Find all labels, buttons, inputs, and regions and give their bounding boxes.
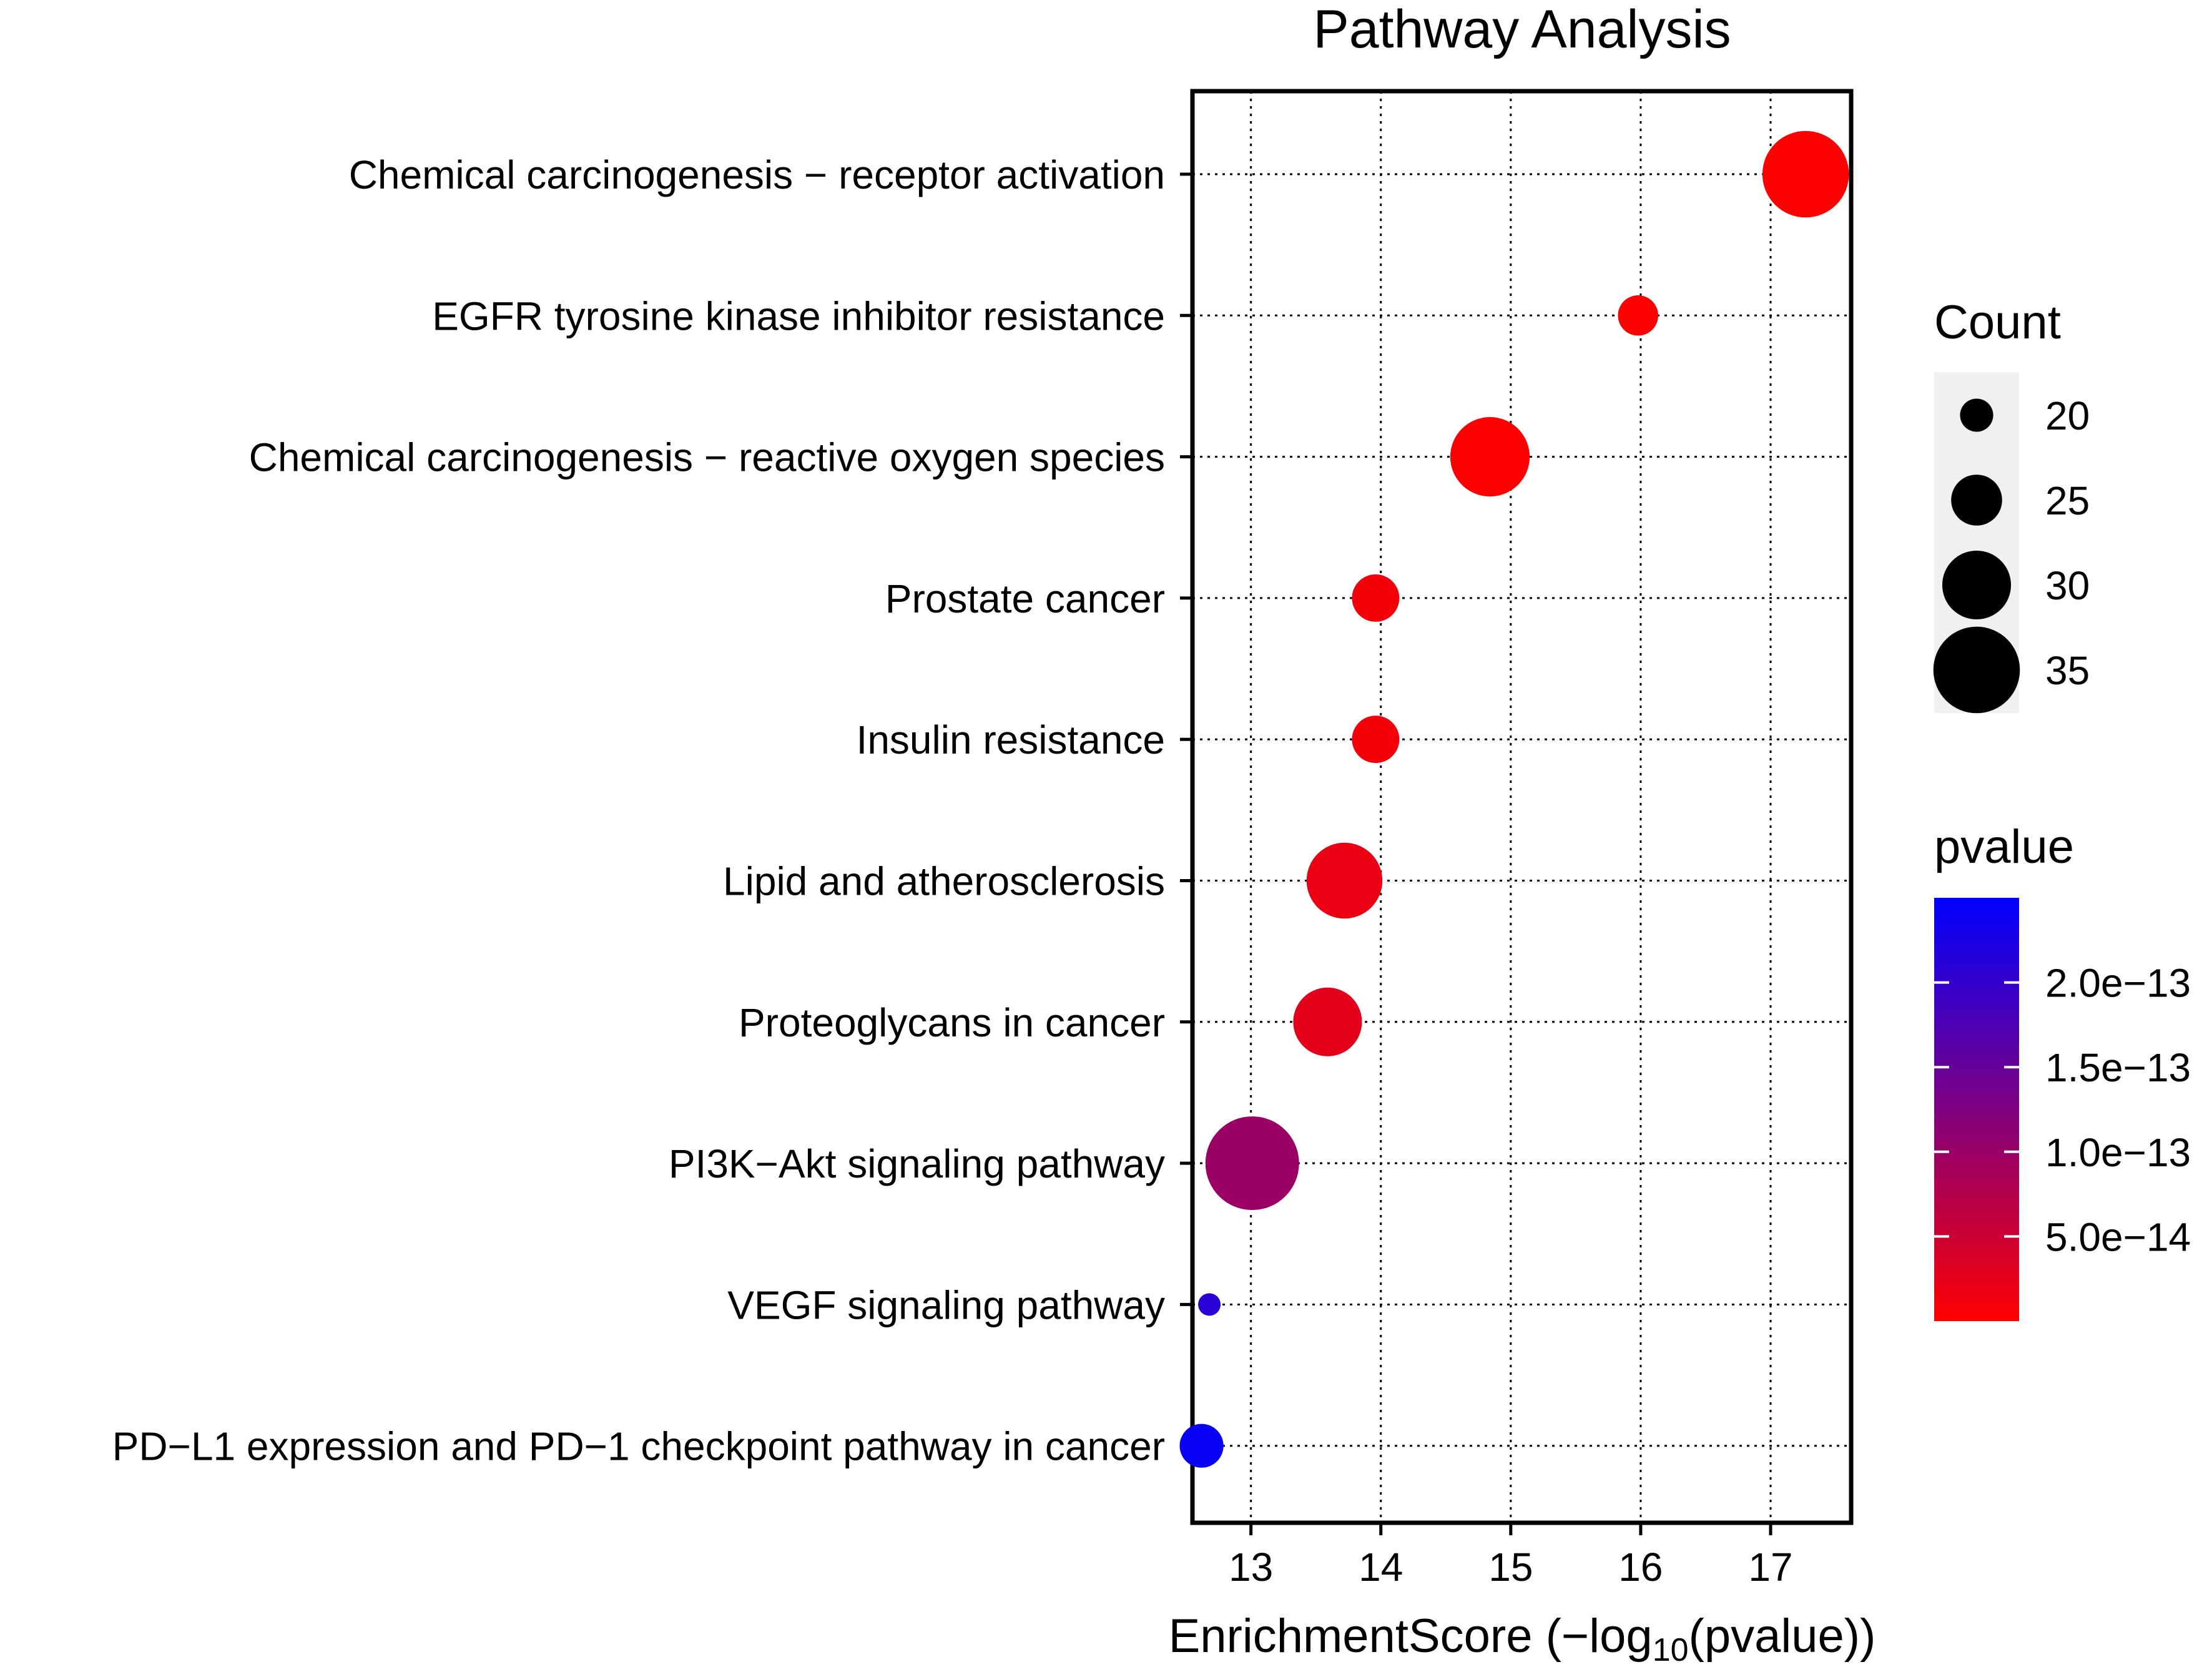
count-legend-label: 30 [2045, 563, 2090, 608]
gridlines [1192, 91, 1851, 1523]
pvalue-legend-ticks: 2.0e−13 1.5e−13 1.0e−13 5.0e−14 [1934, 961, 2191, 1259]
x-axis-tick-labels: 13 14 15 16 17 [1229, 1545, 1793, 1590]
colorbar-tick-label: 2.0e−13 [2045, 961, 2191, 1006]
y-tick-label: Proteoglycans in cancer [739, 1000, 1165, 1045]
data-point [1762, 130, 1849, 218]
data-points [1179, 130, 1849, 1468]
colorbar-tick-label: 1.5e−13 [2045, 1045, 2191, 1090]
x-tick-label: 14 [1359, 1545, 1403, 1590]
data-point [1352, 715, 1400, 764]
data-point [1179, 1424, 1224, 1468]
x-tick-label: 13 [1229, 1545, 1273, 1590]
count-legend-key [1933, 626, 2020, 714]
x-axis-ticks [1249, 1523, 1772, 1535]
count-legend: 20 25 30 35 [1933, 393, 2090, 714]
y-tick-label: Chemical carcinogenesis − receptor activ… [349, 152, 1165, 197]
data-point [1352, 574, 1400, 622]
x-tick-label: 17 [1748, 1545, 1792, 1590]
colorbar-tick-label: 1.0e−13 [2045, 1130, 2191, 1175]
x-axis-title-subscript: 10 [1653, 1632, 1689, 1667]
count-legend-title: Count [1934, 296, 2061, 349]
x-axis-title-tail: (pvalue)) [1689, 1610, 1876, 1663]
data-point [1618, 295, 1658, 336]
pvalue-legend-title: pvalue [1934, 820, 2074, 873]
count-legend-label: 35 [2045, 648, 2090, 693]
x-axis-title: EnrichmentScore (−log10(pvalue)) [1169, 1610, 1876, 1667]
colorbar-tick-label: 5.0e−14 [2045, 1214, 2191, 1259]
data-point [1450, 417, 1530, 497]
count-legend-label: 20 [2045, 393, 2090, 438]
y-tick-label: VEGF signaling pathway [727, 1282, 1165, 1327]
data-point [1293, 987, 1362, 1056]
y-tick-label: Prostate cancer [885, 576, 1165, 621]
y-axis-labels: Chemical carcinogenesis − receptor activ… [112, 152, 1165, 1469]
y-tick-label: Chemical carcinogenesis − reactive oxyge… [249, 435, 1165, 480]
x-axis-title-main: EnrichmentScore (−log [1169, 1610, 1653, 1663]
x-tick-label: 15 [1488, 1545, 1533, 1590]
data-point [1306, 842, 1383, 919]
count-legend-label: 25 [2045, 478, 2090, 523]
count-legend-key [1960, 398, 1993, 432]
y-tick-label: Lipid and atherosclerosis [723, 859, 1165, 904]
data-point [1198, 1293, 1221, 1316]
y-tick-label: PI3K−Akt signaling pathway [669, 1141, 1165, 1186]
y-tick-label: PD−L1 expression and PD−1 checkpoint pat… [112, 1424, 1165, 1469]
plot-frame [1190, 89, 1854, 1525]
y-tick-label: EGFR tyrosine kinase inhibitor resistanc… [432, 293, 1165, 338]
chart-title: Pathway Analysis [1313, 0, 1731, 59]
y-tick-label: Insulin resistance [857, 717, 1165, 762]
pvalue-colorbar [1934, 898, 2019, 1321]
x-tick-label: 16 [1618, 1545, 1663, 1590]
count-legend-key [1942, 550, 2012, 620]
data-point [1205, 1116, 1299, 1211]
count-legend-key [1951, 475, 2002, 526]
